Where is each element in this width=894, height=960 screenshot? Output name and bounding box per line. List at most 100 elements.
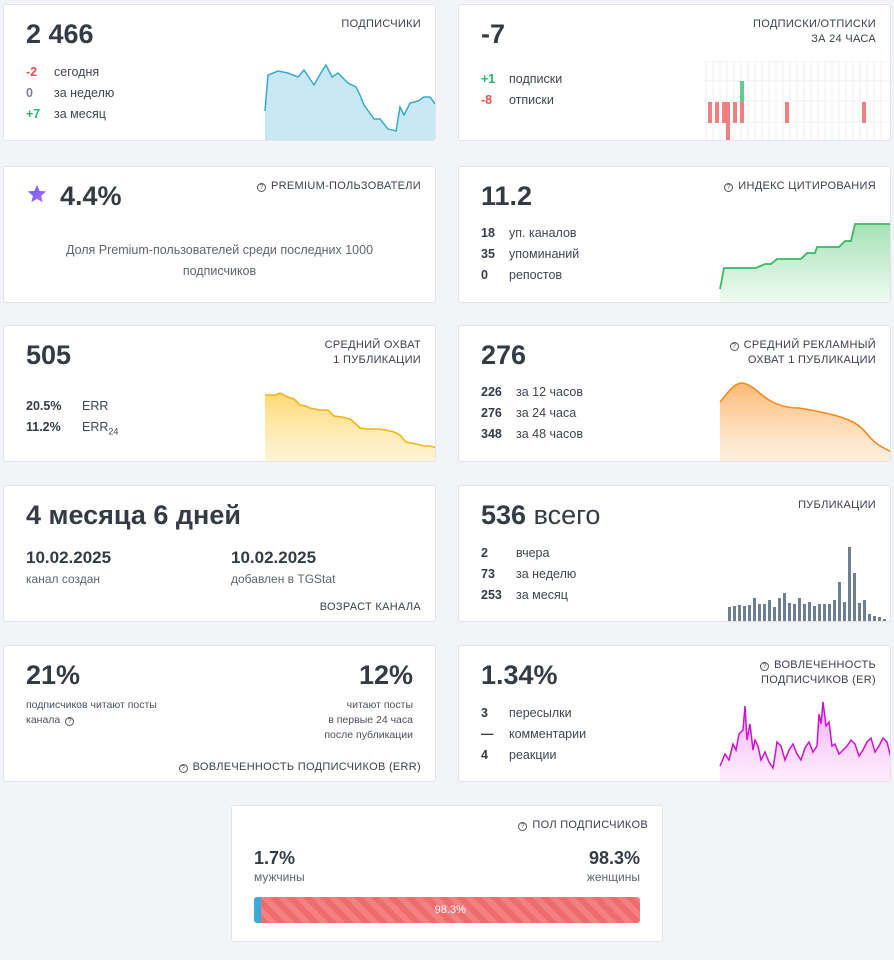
stat-label: подписки <box>509 72 563 86</box>
publications-bar-chart[interactable] <box>725 542 891 622</box>
subscribers-count: 2 466 <box>26 19 94 49</box>
stat-label: комментарии <box>509 727 587 741</box>
subscribers-sparkline[interactable] <box>264 61 436 141</box>
stat-label: за неделю <box>54 86 115 100</box>
stat-label: уп. каналов <box>509 226 577 240</box>
err-left-value: 21% <box>26 660 81 690</box>
stat-row: 0 за неделю <box>26 83 114 104</box>
gender-card[interactable]: ? ПОЛ ПОДПИСЧИКОВ 1.7% мужчины 98.3% женщ… <box>231 805 663 942</box>
gender-bar-label: 98.3% <box>434 904 466 916</box>
ad-reach-title[interactable]: ? СРЕДНИЙ РЕКЛАМНЫЙ ОХВАТ 1 ПУБЛИКАЦИИ <box>729 338 876 368</box>
title-line: ЗА 24 ЧАСА <box>811 33 876 45</box>
created-date: 10.02.2025 <box>26 548 112 567</box>
stat-value: -8 <box>481 93 493 107</box>
help-icon[interactable]: ? <box>178 764 188 773</box>
help-icon[interactable]: ? <box>257 183 267 192</box>
stat-value: +7 <box>26 107 41 121</box>
gender-title-text: ПОЛ ПОДПИСЧИКОВ <box>532 819 648 831</box>
er-sparkline[interactable] <box>719 694 891 782</box>
help-icon[interactable]: ? <box>65 717 75 726</box>
publications-card[interactable]: 536 всего ПУБЛИКАЦИИ 2 вчера 73 за неделю … <box>458 485 891 622</box>
stat-label: за 48 часов <box>516 427 583 441</box>
err-right-value: 12% <box>358 660 413 690</box>
stat-value: 0 <box>26 86 33 100</box>
er-card[interactable]: 1.34% ? ВОВЛЕЧЕННОСТЬ ПОДПИСЧИКОВ (ER) 3 пе… <box>458 645 891 782</box>
stat-row: 11.2% ERR24 <box>26 417 118 443</box>
subs-24h-title: ПОДПИСКИ/ОТПИСКИ ЗА 24 ЧАСА <box>753 17 876 47</box>
help-icon[interactable]: ? <box>760 662 770 671</box>
title-text: ВОВЛЕЧЕННОСТЬ <box>774 659 876 671</box>
desc-line: канала ? <box>26 713 157 728</box>
stat-label: за неделю <box>516 567 577 581</box>
er-title[interactable]: ? ВОВЛЕЧЕННОСТЬ ПОДПИСЧИКОВ (ER) <box>760 658 876 688</box>
stat-row: +1 подписки <box>481 69 562 90</box>
subscribers-card[interactable]: 2 466 ПОДПИСЧИКИ -2 сегодня 0 за неделю +7… <box>3 4 436 141</box>
stat-row: -2 сегодня <box>26 62 114 83</box>
channel-age-value: 4 месяца 6 дней <box>26 500 241 530</box>
help-icon[interactable]: ? <box>724 183 734 192</box>
stat-value: 348 <box>481 427 502 441</box>
stat-label: реакции <box>509 748 557 762</box>
desc-text: канала <box>26 714 61 726</box>
stat-label-subscript: 24 <box>108 426 119 437</box>
gender-title[interactable]: ? ПОЛ ПОДПИСЧИКОВ <box>518 818 648 833</box>
publications-total-number: 536 <box>481 500 527 530</box>
stat-label: упоминаний <box>509 247 580 261</box>
channel-age-card[interactable]: 4 месяца 6 дней 10.02.2025 канал создан … <box>3 485 436 622</box>
subs-24h-heatmap[interactable] <box>704 61 890 141</box>
err-right-desc: читают посты в первые 24 часа после публ… <box>324 698 413 743</box>
ad-reach-value: 276 <box>481 340 527 370</box>
stat-row: 2 вчера <box>481 543 576 564</box>
stat-row: 276 за 24 часа <box>481 403 583 424</box>
title-text: СРЕДНИЙ РЕКЛАМНЫЙ <box>743 339 876 351</box>
stat-value: — <box>481 727 494 741</box>
help-icon[interactable]: ? <box>518 822 528 831</box>
err-card[interactable]: 21% подписчиков читают посты канала ? 12… <box>3 645 436 782</box>
help-icon[interactable]: ? <box>729 342 739 351</box>
male-share: 1.7% <box>254 848 296 868</box>
stat-row: -8 отписки <box>481 90 562 111</box>
gender-bar-female: 98.3% <box>260 897 640 923</box>
avg-reach-card[interactable]: 505 СРЕДНИЙ ОХВАТ 1 ПУБЛИКАЦИИ 20.5% ERR 1… <box>3 325 436 462</box>
stat-value: 20.5% <box>26 399 62 413</box>
stat-label: вчера <box>516 546 550 560</box>
title-line: 1 ПУБЛИКАЦИИ <box>333 354 421 366</box>
stat-value: 73 <box>481 567 495 581</box>
stat-row: 35 упоминаний <box>481 244 579 265</box>
premium-title[interactable]: ? PREMIUM-ПОЛЬЗОВАТЕЛИ <box>257 179 421 194</box>
ad-reach-sparkline[interactable] <box>719 378 891 462</box>
premium-card[interactable]: 4.4% ? PREMIUM-ПОЛЬЗОВАТЕЛИ Доля Premium-… <box>3 166 436 303</box>
title-line: ? СРЕДНИЙ РЕКЛАМНЫЙ <box>729 338 876 353</box>
stat-value: 18 <box>481 226 495 240</box>
ad-reach-card[interactable]: 276 ? СРЕДНИЙ РЕКЛАМНЫЙ ОХВАТ 1 ПУБЛИКАЦИИ… <box>458 325 891 462</box>
stat-row: — комментарии <box>481 724 586 745</box>
title-line: СРЕДНИЙ ОХВАТ <box>324 339 421 351</box>
stat-value: 35 <box>481 247 495 261</box>
subs-24h-stats: +1 подписки -8 отписки <box>481 69 562 111</box>
stat-row: 0 репостов <box>481 265 579 286</box>
premium-title-text: PREMIUM-ПОЛЬЗОВАТЕЛИ <box>271 180 421 192</box>
stat-value: 11.2% <box>26 420 61 434</box>
premium-star-icon <box>27 184 47 203</box>
stat-label: сегодня <box>54 65 100 79</box>
stat-row: 226 за 12 часов <box>481 382 583 403</box>
ad-reach-stats: 226 за 12 часов 276 за 24 часа 348 за 48 ча… <box>481 382 583 445</box>
stat-value: +1 <box>481 72 496 86</box>
avg-reach-sparkline[interactable] <box>264 390 436 462</box>
gender-bar[interactable]: 98.3% <box>254 897 640 923</box>
citation-title[interactable]: ? ИНДЕКС ЦИТИРОВАНИЯ <box>724 179 876 194</box>
err-title[interactable]: ? ВОВЛЕЧЕННОСТЬ ПОДПИСЧИКОВ (ERR) <box>178 761 421 773</box>
title-line: ПОДПИСЧИКОВ (ER) <box>761 674 876 686</box>
citation-sparkline[interactable] <box>719 219 891 303</box>
publications-title: ПУБЛИКАЦИИ <box>798 499 876 511</box>
avg-reach-title: СРЕДНИЙ ОХВАТ 1 ПУБЛИКАЦИИ <box>325 338 421 368</box>
added-label: добавлен в TGStat <box>231 572 336 586</box>
title-line: ОХВАТ 1 ПУБЛИКАЦИИ <box>747 354 876 366</box>
publications-stats: 2 вчера 73 за неделю 253 за месяц <box>481 543 576 606</box>
stat-label: за 12 часов <box>516 385 583 399</box>
subs-24h-card[interactable]: -7 ПОДПИСКИ/ОТПИСКИ ЗА 24 ЧАСА +1 подписки… <box>458 4 891 141</box>
premium-share: 4.4% <box>60 181 122 211</box>
citation-card[interactable]: 11.2 ? ИНДЕКС ЦИТИРОВАНИЯ 18 уп. каналов 3… <box>458 166 891 303</box>
er-stats: 3 пересылки — комментарии 4 реакции <box>481 703 586 766</box>
subscribers-title: ПОДПИСЧИКИ <box>341 18 421 30</box>
